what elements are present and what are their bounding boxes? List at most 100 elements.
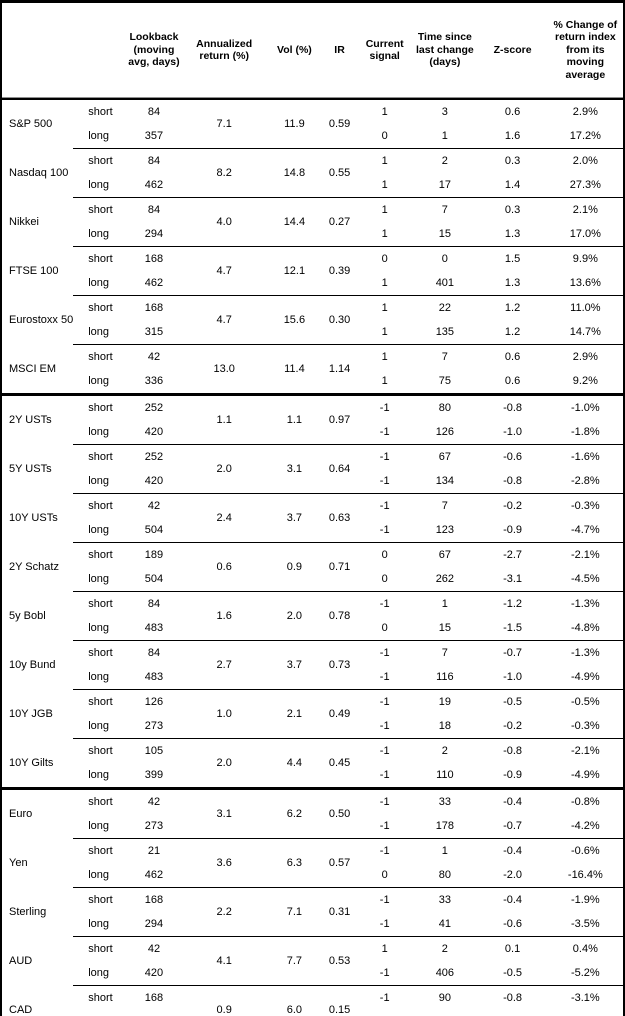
annualized-return-cell: 2.0 xyxy=(181,738,267,789)
asset-row-long: long 420 -1 406 -0.5 -5.2% xyxy=(1,961,624,986)
pct-change-cell: -1.0% xyxy=(547,393,624,420)
annualized-return-cell: 0.9 xyxy=(181,985,267,1016)
asset-name-cell: AUD xyxy=(9,955,33,967)
zscore-cell: -0.5 xyxy=(477,689,548,714)
time-since-change-cell: 1 xyxy=(412,591,478,616)
lookback-cell: 273 xyxy=(144,820,164,832)
time-since-change-cell: 41 xyxy=(438,918,451,930)
signal-cell: 1 xyxy=(357,148,413,173)
vol-cell: 6.0 xyxy=(266,985,322,1016)
asset-row-short: Eurostoxx 50 short 168 4.7 15.6 0.30 1 22 1.2 11.… xyxy=(1,295,624,345)
asset-row-long: long 357 0 1 1.6 17.2% xyxy=(1,124,624,149)
lookback-cell: 105 xyxy=(126,738,182,763)
asset-name-cell: 10y Bund xyxy=(9,659,56,671)
col-header-pct-change: % Change of return index from its moving… xyxy=(553,18,618,81)
lookback-cell: 42 xyxy=(126,787,182,814)
asset-row-long: long 504 0 262 -3.1 -4.5% xyxy=(1,567,624,592)
time-since-change-cell: 90 xyxy=(412,985,478,1010)
zscore-cell: 1.2 xyxy=(504,326,521,338)
zscore-cell: 0.6 xyxy=(477,344,548,369)
asset-row-long: long 294 -1 41 -0.6 -3.5% xyxy=(1,912,624,937)
zscore-cell: -2.7 xyxy=(477,542,548,567)
time-since-change-cell: 262 xyxy=(435,573,455,585)
lookback-cell: 84 xyxy=(126,640,182,665)
pct-change-cell: -1.8% xyxy=(570,426,600,438)
horizon-label-cell: short xyxy=(73,444,127,469)
signal-cell: 1 xyxy=(357,344,413,369)
asset-name-cell: Euro xyxy=(1,787,74,839)
signal-cell: -1 xyxy=(379,524,390,536)
horizon-label-cell: long xyxy=(88,967,110,979)
signal-cell: -1 xyxy=(357,1010,412,1016)
horizon-label-cell: short xyxy=(73,197,127,222)
pct-change-cell: -0.3% xyxy=(570,720,600,732)
asset-row-long: long 483 -1 116 -1.0 -4.9% xyxy=(1,665,624,690)
horizon-label-cell: long xyxy=(88,228,110,240)
vol-cell: 12.1 xyxy=(266,246,322,296)
horizon-label-cell: long xyxy=(88,375,110,387)
zscore-cell: -2.0 xyxy=(503,869,523,881)
zscore-cell: -3.1 xyxy=(503,573,523,585)
signal-cell: 1 xyxy=(357,295,413,320)
asset-name-cell: Sterling xyxy=(9,906,47,918)
time-since-change-cell: 0 xyxy=(412,246,478,271)
vol-cell: 0.9 xyxy=(266,542,322,592)
pct-change-cell: 9.9% xyxy=(547,246,624,271)
pct-change-cell: -4.7% xyxy=(570,524,600,536)
signal-cell: 1 xyxy=(381,375,388,387)
signal-cell: 0 xyxy=(381,869,388,881)
horizon-label-cell: long xyxy=(88,326,110,338)
asset-row-long: long 294 1 15 1.3 17.0% xyxy=(1,222,624,247)
lookback-cell: 252 xyxy=(126,444,182,469)
zscore-cell: 1.2 xyxy=(477,295,548,320)
horizon-label-cell: short xyxy=(73,838,127,863)
horizon-label-cell: long xyxy=(88,671,110,683)
annualized-return-cell: 7.1 xyxy=(216,118,232,130)
zscore-cell: -0.6 xyxy=(477,444,548,469)
lookback-cell: 336 xyxy=(144,375,164,387)
zscore-cell: -0.9 xyxy=(503,769,523,781)
horizon-label-cell: long xyxy=(88,918,110,930)
horizon-label-cell: short xyxy=(73,246,127,271)
horizon-label-cell: short xyxy=(73,493,127,518)
asset-row-short: 10Y JGB short 126 1.0 2.1 0.49 -1 19 -0.5 -0.5% xyxy=(1,689,624,739)
horizon-label-cell: long xyxy=(88,869,110,881)
pct-change-cell: -2.8% xyxy=(570,475,600,487)
zscore-cell: -1.5 xyxy=(503,622,523,634)
lookback-cell: 168 xyxy=(126,246,182,271)
annualized-return-cell: 4.7 xyxy=(181,246,267,296)
ir-cell: 0.73 xyxy=(321,640,358,690)
horizon-label-cell: short xyxy=(73,887,127,912)
ir-cell: 0.78 xyxy=(321,591,358,641)
horizon-label-cell: short xyxy=(73,738,127,763)
horizon-label-cell: long xyxy=(88,820,110,832)
time-since-change-cell: 75 xyxy=(438,375,451,387)
annualized-return-cell: 3.1 xyxy=(181,787,267,839)
asset-row-short: FTSE 100 short 168 4.7 12.1 0.39 0 0 1.5 9.9% xyxy=(1,246,624,296)
pct-change-cell: -16.4% xyxy=(567,869,603,881)
time-since-change-cell: 33 xyxy=(412,887,478,912)
horizon-label-cell: long xyxy=(88,524,110,536)
pct-change-cell: -1.6% xyxy=(547,444,624,469)
signal-cell: -1 xyxy=(357,838,413,863)
vol-cell: 1.1 xyxy=(266,393,322,445)
lookback-cell: 84 xyxy=(147,106,161,118)
asset-row-short: AUD short 42 4.1 7.7 0.53 1 2 0.1 0.4% xyxy=(1,936,624,986)
signal-cell: -1 xyxy=(357,689,413,714)
lookback-cell: 357 xyxy=(144,130,164,142)
lookback-cell: 315 xyxy=(144,326,164,338)
horizon-label-cell: short xyxy=(73,148,127,173)
time-since-change-cell: 67 xyxy=(412,444,478,469)
horizon-label-cell: long xyxy=(88,179,110,191)
annualized-return-cell: 3.6 xyxy=(181,838,267,888)
asset-row-short: Yen short 21 3.6 6.3 0.57 -1 1 -0.4 -0.6% xyxy=(1,838,624,888)
time-since-change-cell: 406 xyxy=(435,967,455,979)
asset-row-long: long 420 -1 134 -0.8 -2.8% xyxy=(1,469,624,494)
zscore-cell: 1.3 xyxy=(504,228,521,240)
annualized-return-cell: 2.7 xyxy=(181,640,267,690)
asset-row-long: long 273 -1 18 -0.2 -0.3% xyxy=(1,714,624,739)
pct-change-cell: 17.0% xyxy=(569,228,601,240)
annualized-return-cell: 1.1 xyxy=(181,393,267,445)
time-since-change-cell: 116 xyxy=(436,671,454,683)
